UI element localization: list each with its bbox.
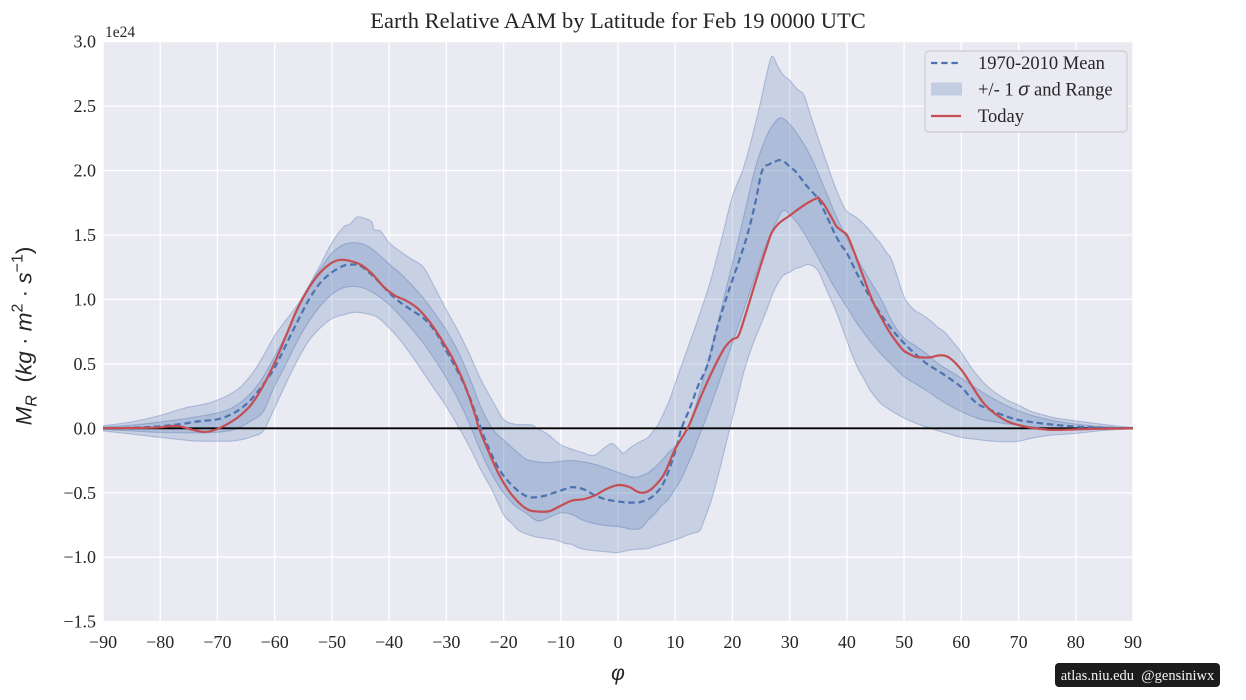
svg-text:70: 70 <box>1010 632 1028 652</box>
svg-text:40: 40 <box>838 632 856 652</box>
svg-text:20: 20 <box>723 632 741 652</box>
svg-text:1.5: 1.5 <box>74 225 97 245</box>
svg-text:MR (kg · m2 · s−1): MR (kg · m2 · s−1) <box>10 247 41 426</box>
svg-text:−30: −30 <box>432 632 460 652</box>
svg-text:−0.5: −0.5 <box>63 483 96 503</box>
svg-text:φ: φ <box>611 662 625 685</box>
svg-text:−90: −90 <box>89 632 117 652</box>
svg-text:0.0: 0.0 <box>74 418 97 438</box>
svg-text:80: 80 <box>1067 632 1085 652</box>
svg-text:−50: −50 <box>318 632 346 652</box>
svg-text:0: 0 <box>614 632 623 652</box>
svg-text:−1.5: −1.5 <box>63 612 96 632</box>
svg-text:−20: −20 <box>490 632 518 652</box>
svg-text:−1.0: −1.0 <box>63 547 96 567</box>
svg-text:Earth Relative AAM by Latitude: Earth Relative AAM by Latitude for Feb 1… <box>370 8 866 33</box>
svg-text:2.0: 2.0 <box>74 161 97 181</box>
svg-text:+/- 1 σ and Range: +/- 1 σ and Range <box>978 79 1113 101</box>
svg-text:0.5: 0.5 <box>74 354 97 374</box>
svg-text:−80: −80 <box>146 632 174 652</box>
svg-text:60: 60 <box>952 632 970 652</box>
svg-text:30: 30 <box>781 632 799 652</box>
svg-text:−10: −10 <box>547 632 575 652</box>
svg-text:Today: Today <box>978 107 1025 127</box>
svg-text:90: 90 <box>1124 632 1142 652</box>
svg-text:−40: −40 <box>375 632 403 652</box>
svg-text:2.5: 2.5 <box>74 96 97 116</box>
svg-text:3.0: 3.0 <box>74 32 97 52</box>
svg-text:1e24: 1e24 <box>105 24 135 41</box>
svg-text:−70: −70 <box>203 632 231 652</box>
svg-text:1970-2010 Mean: 1970-2010 Mean <box>978 54 1105 74</box>
svg-text:10: 10 <box>666 632 684 652</box>
svg-text:50: 50 <box>895 632 913 652</box>
svg-text:atlas.niu.edu @gensiniwx: atlas.niu.edu @gensiniwx <box>1061 668 1215 684</box>
svg-text:1.0: 1.0 <box>74 289 97 309</box>
svg-text:−60: −60 <box>261 632 289 652</box>
